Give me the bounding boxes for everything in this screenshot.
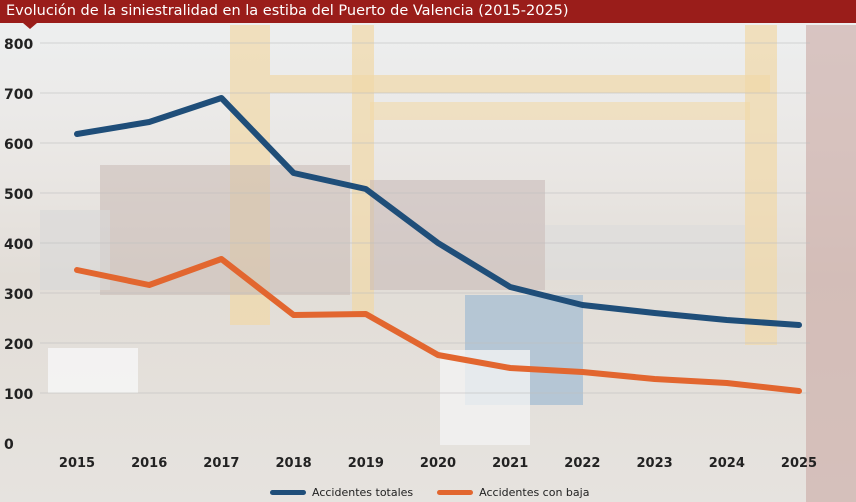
x-tick-label: 2024 xyxy=(709,456,745,471)
y-tick-label: 300 xyxy=(4,287,33,303)
y-tick-label: 400 xyxy=(4,237,33,253)
legend-label-totales: Accidentes totales xyxy=(312,486,414,499)
y-tick-label: 500 xyxy=(4,187,33,203)
x-tick-label: 2020 xyxy=(420,456,456,471)
y-tick-label: 600 xyxy=(4,137,33,153)
legend-swatch-totales xyxy=(270,490,306,495)
x-tick-label: 2019 xyxy=(348,456,384,471)
x-tick-label: 2015 xyxy=(59,456,95,471)
legend-label-con-baja: Accidentes con baja xyxy=(479,486,590,499)
series-line-con-baja xyxy=(74,256,802,394)
x-tick-label: 2017 xyxy=(203,456,239,471)
legend-item-totales: Accidentes totales xyxy=(270,486,413,499)
legend-swatch-con-baja xyxy=(437,490,474,495)
y-tick-label: 100 xyxy=(4,387,33,403)
x-tick-label: 2021 xyxy=(492,456,528,471)
y-tick-label: 700 xyxy=(4,87,33,103)
x-tick-label: 2023 xyxy=(637,456,673,471)
y-tick-label: 800 xyxy=(4,37,33,53)
x-tick-label: 2025 xyxy=(781,456,817,471)
x-tick-label: 2022 xyxy=(564,456,600,471)
y-tick-label: 200 xyxy=(4,337,33,353)
title-notch xyxy=(23,23,37,29)
chart-title: Evolución de la siniestralidad en la est… xyxy=(6,3,569,19)
title-bar: Evolución de la siniestralidad en la est… xyxy=(0,0,856,23)
series-line-totales xyxy=(74,95,802,328)
legend-item-con-baja: Accidentes con baja xyxy=(437,486,589,499)
x-tick-label: 2016 xyxy=(131,456,167,471)
x-tick-label: 2018 xyxy=(276,456,312,471)
legend: Accidentes totales Accidentes con baja xyxy=(270,486,589,499)
y-tick-label: 0 xyxy=(4,437,14,453)
